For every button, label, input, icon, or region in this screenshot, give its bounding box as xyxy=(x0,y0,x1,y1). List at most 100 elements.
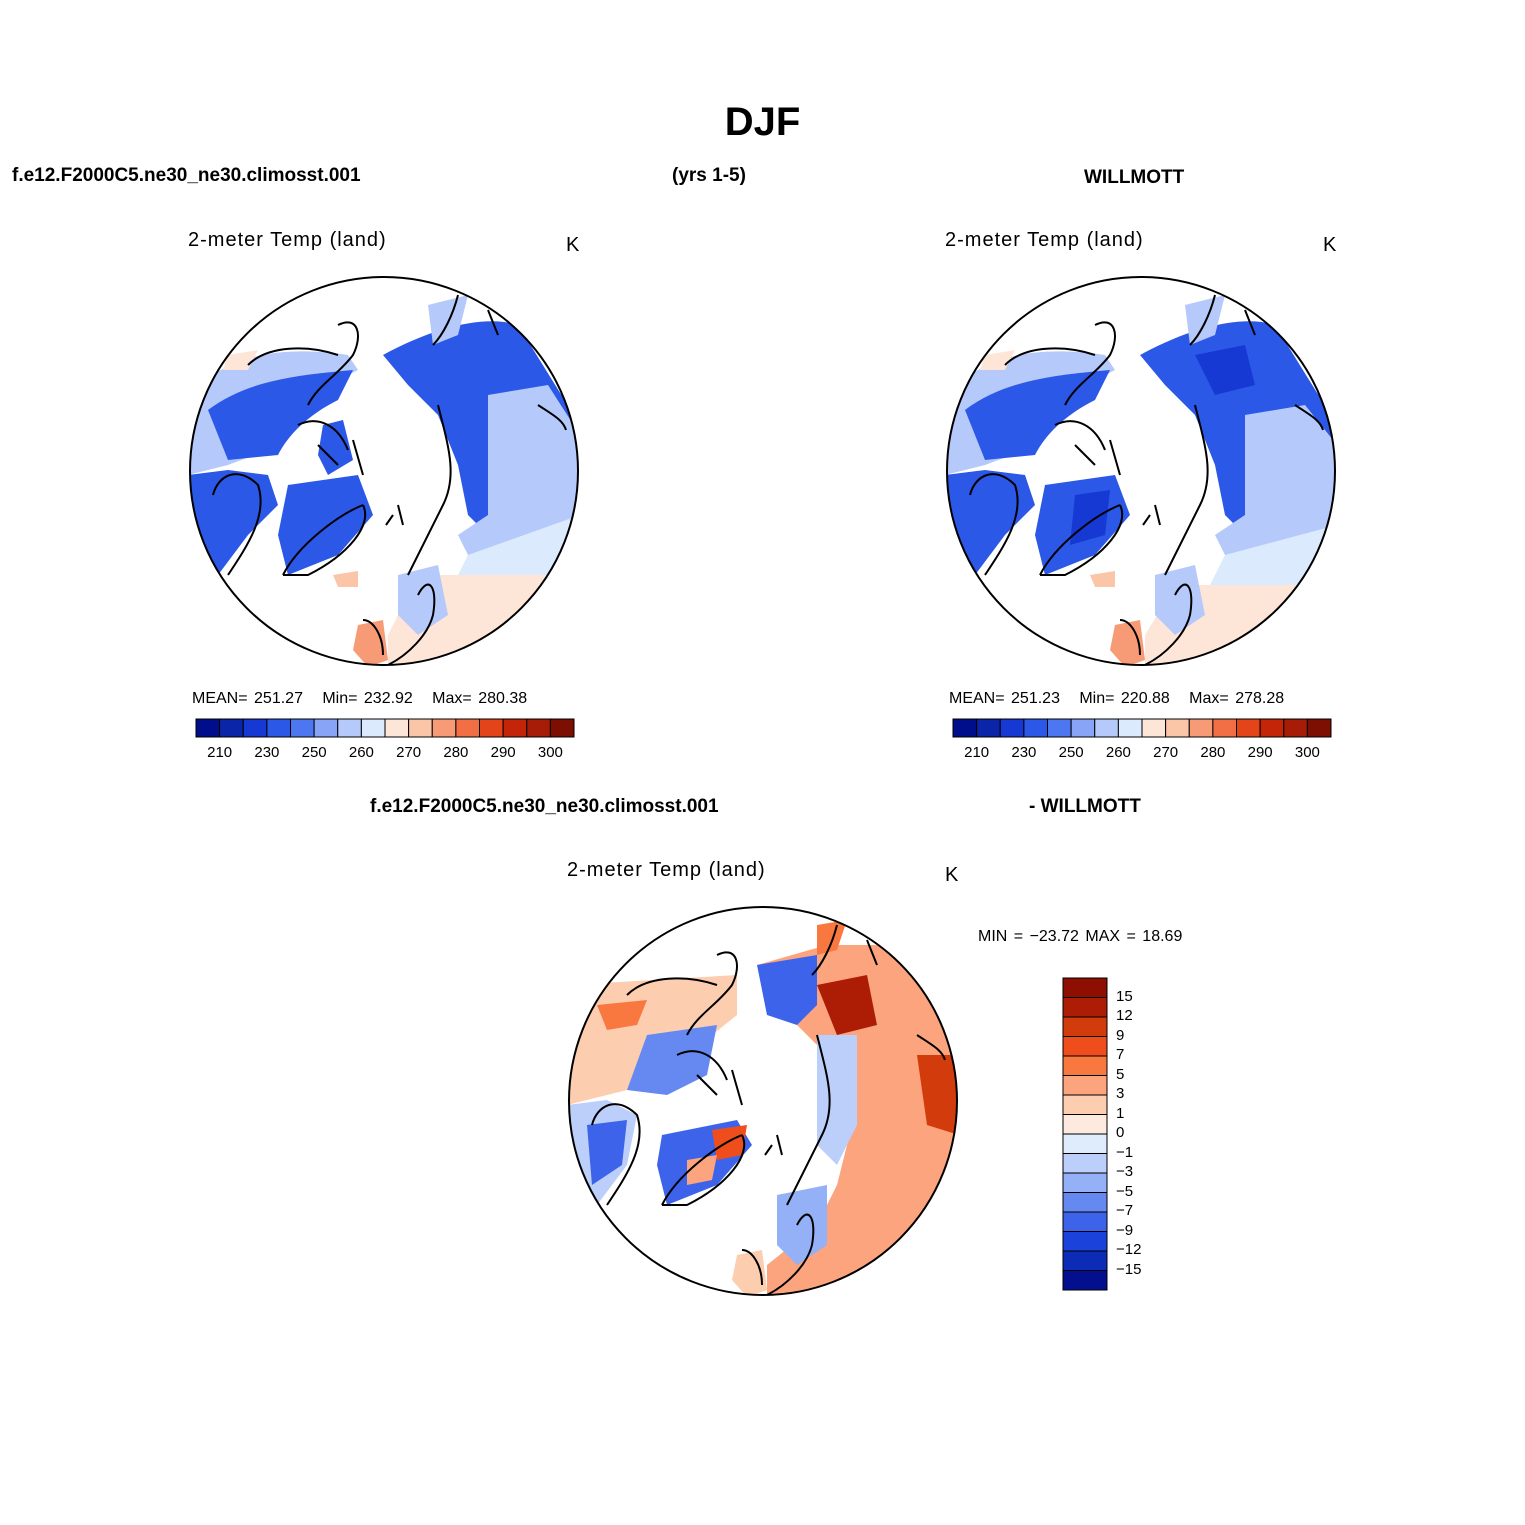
colorbar-tick-label: 300 xyxy=(1294,744,1320,761)
colorbar-swatch xyxy=(1023,718,1048,738)
diff-colorbar-tick-label: 15 xyxy=(1116,987,1133,1005)
colorbar-swatch xyxy=(219,718,244,738)
diff-colorbar-swatch xyxy=(1062,1055,1108,1076)
model-coastlines xyxy=(212,294,567,665)
obs-mean-label: MEAN= xyxy=(949,690,1005,707)
model-min-value: 232.92 xyxy=(363,690,413,707)
colorbar-swatch xyxy=(242,718,268,738)
model-map-boundary xyxy=(189,276,579,666)
case-name-header: f.e12.F2000C5.ne30_ne30.climosst.001 xyxy=(12,165,361,186)
diff-colorbar-tick-label: −7 xyxy=(1116,1202,1134,1219)
colorbar-swatch xyxy=(549,718,575,738)
colorbar-swatch xyxy=(1188,718,1214,738)
model-stats: MEAN= 251.27 Min= 232.92 Max= 280.38 xyxy=(192,690,527,708)
colorbar-tick-label: 230 xyxy=(1011,744,1037,761)
model-panel-title: 2-meter Temp (land) xyxy=(188,229,387,251)
obs-name-header: WILLMOTT xyxy=(1084,167,1185,188)
colorbar-swatch xyxy=(384,718,410,738)
diff-colorbar-tick-label: −1 xyxy=(1116,1143,1134,1161)
colorbar-swatch xyxy=(290,718,315,738)
obs-colorbar-ticks: 210 230 250 260 270 280 290 300 xyxy=(952,744,1332,764)
diff-obs-header: - WILLMOTT xyxy=(1029,796,1141,817)
model-max-label: Max= xyxy=(432,690,472,707)
colorbar-tick-label: 290 xyxy=(1247,744,1273,761)
diff-colorbar-swatch xyxy=(1062,1153,1108,1174)
obs-map-boundary xyxy=(946,276,1336,666)
colorbar-swatch xyxy=(976,718,1001,738)
diff-minmax: MIN = −23.72 MAX = 18.69 xyxy=(978,928,1183,945)
diff-colorbar-swatch xyxy=(1062,1231,1108,1252)
model-colorbar xyxy=(195,718,575,738)
diff-colorbar-tick-label: −5 xyxy=(1116,1182,1134,1200)
colorbar-tick-label: 260 xyxy=(348,744,374,761)
diff-colorbar-swatch xyxy=(1062,1270,1108,1291)
diff-panel-title: 2-meter Temp (land) xyxy=(567,859,766,881)
diff-colorbar-tick-label: 1 xyxy=(1116,1104,1125,1122)
diff-land-field xyxy=(569,907,957,1295)
diff-colorbar-swatch xyxy=(1062,1114,1108,1135)
diff-colorbar-swatch xyxy=(1062,1172,1108,1193)
years-header: (yrs 1-5) xyxy=(672,165,746,186)
obs-colorbar xyxy=(952,718,1332,738)
obs-max-label: Max= xyxy=(1189,690,1229,707)
diff-colorbar-swatch xyxy=(1062,977,1108,998)
obs-stats: MEAN= 251.23 Min= 220.88 Max= 278.28 xyxy=(949,690,1284,708)
diff-colorbar-swatch xyxy=(1062,1016,1108,1037)
colorbar-swatch xyxy=(1117,718,1143,738)
model-mean-value: 251.27 xyxy=(254,690,303,707)
diff-colorbar-tick-label: −15 xyxy=(1116,1260,1142,1278)
colorbar-swatch xyxy=(431,718,457,738)
diff-colorbar-swatch xyxy=(1062,1094,1108,1115)
diff-panel-units: K xyxy=(945,864,959,886)
colorbar-swatch xyxy=(1141,718,1167,738)
model-polar-map xyxy=(189,276,579,666)
diff-colorbar-tick-label: −9 xyxy=(1116,1221,1134,1239)
diff-colorbar-ticks: 15 12 9 7 5 3 1 0 −1 −3 −5 −7 −9 −12 −15 xyxy=(1116,976,1176,1292)
diff-map-boundary xyxy=(568,906,958,1296)
model-min-label: Min= xyxy=(322,690,358,707)
model-max-value: 280.38 xyxy=(478,690,528,707)
colorbar-swatch xyxy=(1094,718,1119,738)
colorbar-swatch xyxy=(1259,718,1285,738)
obs-mean-value: 251.23 xyxy=(1011,690,1060,707)
diff-colorbar-swatch xyxy=(1062,997,1108,1018)
colorbar-swatch xyxy=(526,718,551,738)
colorbar-swatch xyxy=(502,718,528,738)
diff-polar-map xyxy=(568,906,958,1296)
obs-coastlines xyxy=(969,294,1324,665)
diff-colorbar-tick-label: 5 xyxy=(1116,1065,1125,1083)
colorbar-swatch xyxy=(1047,718,1072,738)
colorbar-tick-label: 280 xyxy=(1200,744,1226,761)
colorbar-swatch xyxy=(1306,718,1332,738)
colorbar-swatch xyxy=(360,718,386,738)
colorbar-tick-label: 280 xyxy=(443,744,469,761)
diff-colorbar-tick-label: 9 xyxy=(1116,1026,1125,1044)
diff-case-header: f.e12.F2000C5.ne30_ne30.climosst.001 xyxy=(370,796,719,817)
obs-panel-units: K xyxy=(1323,234,1337,256)
colorbar-tick-label: 210 xyxy=(964,744,990,761)
colorbar-tick-label: 250 xyxy=(1058,744,1084,761)
colorbar-swatch xyxy=(952,718,978,738)
colorbar-swatch xyxy=(195,718,221,738)
colorbar-tick-label: 210 xyxy=(207,744,233,761)
obs-max-value: 278.28 xyxy=(1235,690,1285,707)
colorbar-tick-label: 250 xyxy=(301,744,327,761)
colorbar-tick-label: 270 xyxy=(1153,744,1179,761)
colorbar-tick-label: 290 xyxy=(490,744,516,761)
figure-title: DJF xyxy=(724,100,801,144)
colorbar-swatch xyxy=(1236,718,1261,738)
colorbar-swatch xyxy=(455,718,480,738)
diff-colorbar-tick-label: −12 xyxy=(1116,1241,1142,1258)
colorbar-swatch xyxy=(266,718,291,738)
model-colorbar-ticks: 210 230 250 260 270 280 290 300 xyxy=(195,744,575,764)
colorbar-swatch xyxy=(1212,718,1237,738)
colorbar-swatch xyxy=(1070,718,1096,738)
obs-min-label: Min= xyxy=(1079,690,1115,707)
diff-colorbar-tick-label: 12 xyxy=(1116,1007,1133,1024)
diff-colorbar-swatch xyxy=(1062,1250,1108,1271)
diff-colorbar-tick-label: −3 xyxy=(1116,1163,1134,1180)
diff-coastlines xyxy=(591,924,946,1295)
colorbar-tick-label: 300 xyxy=(537,744,563,761)
diff-colorbar-swatch xyxy=(1062,1133,1108,1154)
diff-colorbar-tick-label: 3 xyxy=(1116,1085,1125,1102)
